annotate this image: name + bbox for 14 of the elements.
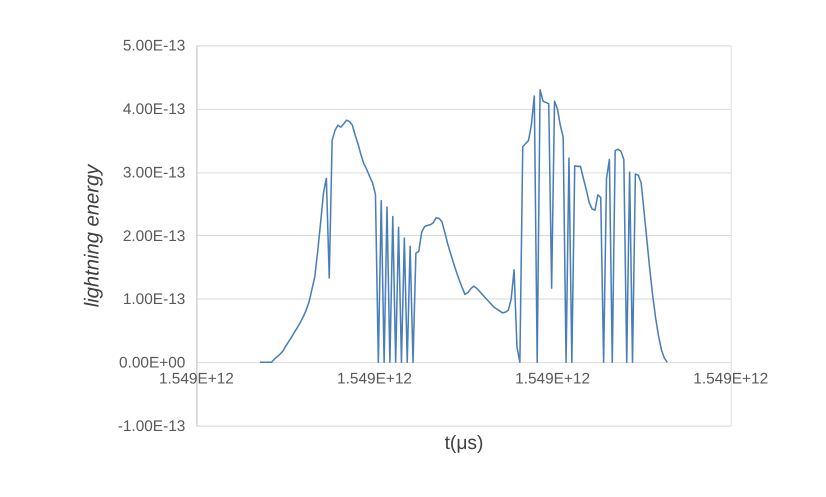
- y-tick-label: 0.00E+00: [118, 354, 186, 372]
- y-tick-label: 2.00E-13: [122, 228, 186, 245]
- annotation: 1.549E+12: [515, 370, 590, 388]
- x-axis-title: t(μs): [444, 433, 484, 454]
- y-tick-label: 5.00E-13: [122, 38, 186, 55]
- y-tick-label: 4.00E-13: [122, 101, 186, 118]
- y-axis-title: lightning energy: [81, 162, 104, 308]
- y-tick-label: -1.00E-13: [118, 418, 186, 435]
- line-series: [259, 88, 668, 364]
- annotation: 1.549E+12: [693, 370, 768, 388]
- annotation: 1.549E+12: [337, 370, 412, 388]
- y-tick-label: 1.00E-13: [122, 291, 186, 308]
- annotation: 1.549E+12: [158, 370, 234, 388]
- y-tick-label: 3.00E-13: [122, 164, 186, 182]
